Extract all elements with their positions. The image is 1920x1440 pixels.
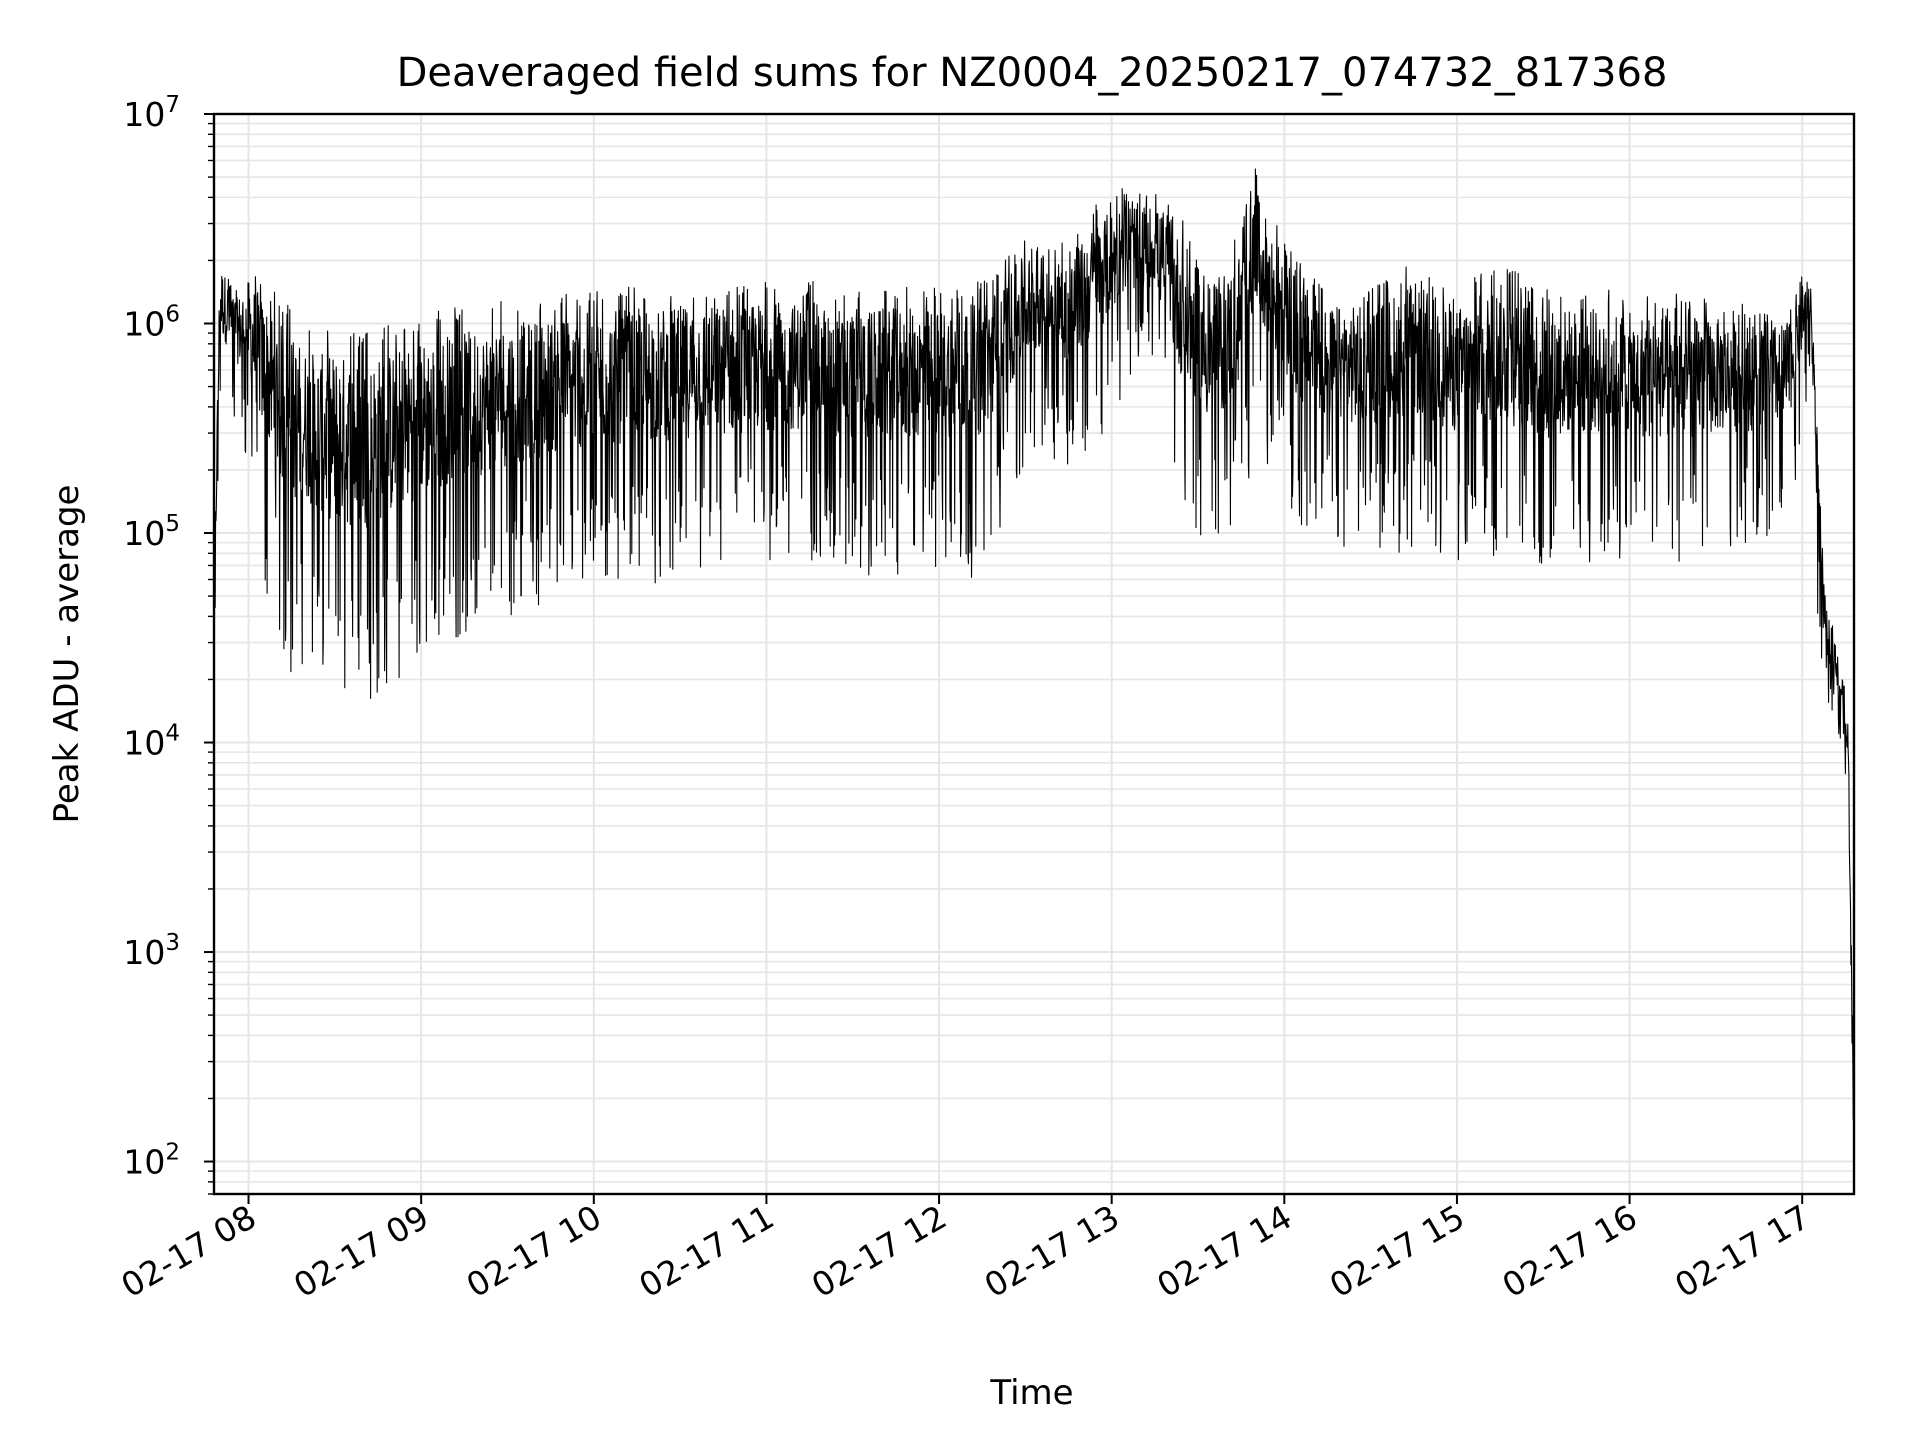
y-tick-label: 104 xyxy=(123,721,180,763)
y-tick-label: 102 xyxy=(123,1140,180,1182)
y-axis-label: Peak ADU - average xyxy=(47,485,87,824)
plot-frame xyxy=(212,112,1856,1196)
y-tick-label: 107 xyxy=(123,92,180,134)
y-tick-label: 105 xyxy=(123,511,180,553)
x-axis-label: Time xyxy=(989,1373,1073,1413)
series-line xyxy=(213,168,1855,1141)
y-tick-label: 103 xyxy=(123,930,180,972)
chart-title: Deaveraged field sums for NZ0004_2025021… xyxy=(397,50,1668,96)
series-layer xyxy=(213,168,1855,1141)
y-tick-label: 106 xyxy=(123,302,180,344)
